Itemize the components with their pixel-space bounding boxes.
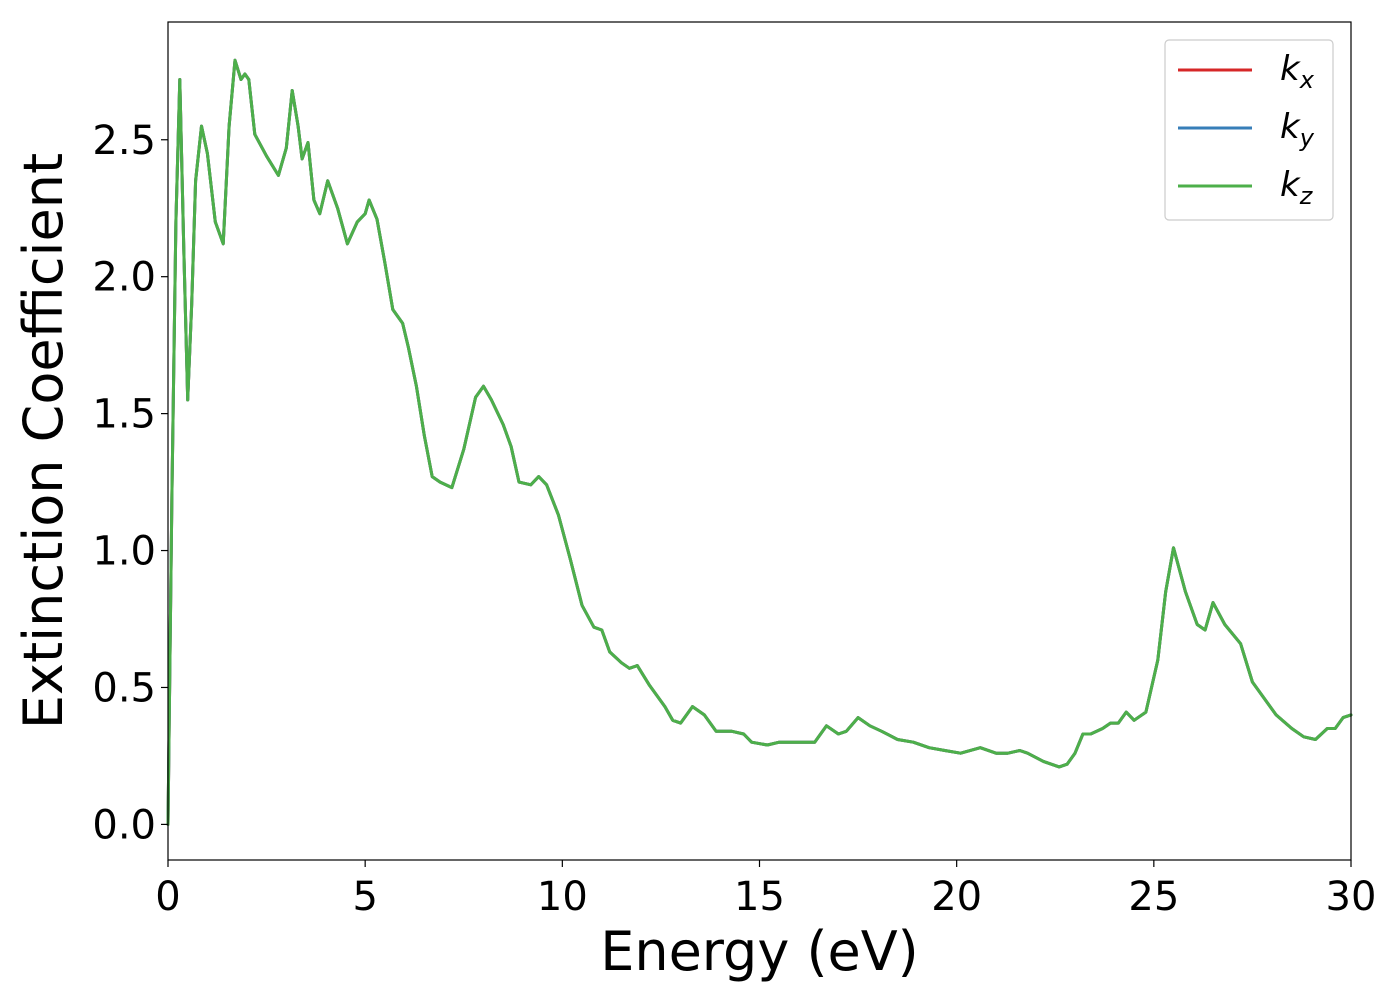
x-tick-label: 5 xyxy=(352,874,377,920)
legend-box xyxy=(1164,39,1334,221)
plot-area xyxy=(166,58,1353,826)
axis-ticks: 0 5 10 15 20 25 30 0.0 0.5 1.0 1.5 2.0 2.5 xyxy=(92,118,1376,920)
x-tick-label: 25 xyxy=(1128,874,1179,920)
y-tick-label: 2.0 xyxy=(92,255,156,301)
y-tick-label: 1.5 xyxy=(92,392,156,438)
x-tick-label: 30 xyxy=(1326,874,1377,920)
y-tick-label: 0.5 xyxy=(92,665,156,711)
x-tick-label: 15 xyxy=(734,874,785,920)
y-tick-label: 1.0 xyxy=(92,529,156,575)
y-axis-title: Extinction Coefficient xyxy=(12,153,75,729)
series-line-z xyxy=(166,58,1353,826)
legend-label-z: kz xyxy=(1280,165,1314,210)
y-tick-label: 0.0 xyxy=(92,802,156,848)
x-tick-label: 10 xyxy=(537,874,588,920)
x-tick-label: 20 xyxy=(931,874,982,920)
x-tick-label: 0 xyxy=(155,874,180,920)
legend-label-x: kx xyxy=(1280,49,1315,94)
y-tick-label: 2.5 xyxy=(92,118,156,164)
legend-label-y: ky xyxy=(1280,107,1315,152)
legend: kx ky kz xyxy=(1164,39,1334,221)
x-axis-title: Energy (eV) xyxy=(600,920,919,983)
plot-frame xyxy=(167,21,1352,861)
